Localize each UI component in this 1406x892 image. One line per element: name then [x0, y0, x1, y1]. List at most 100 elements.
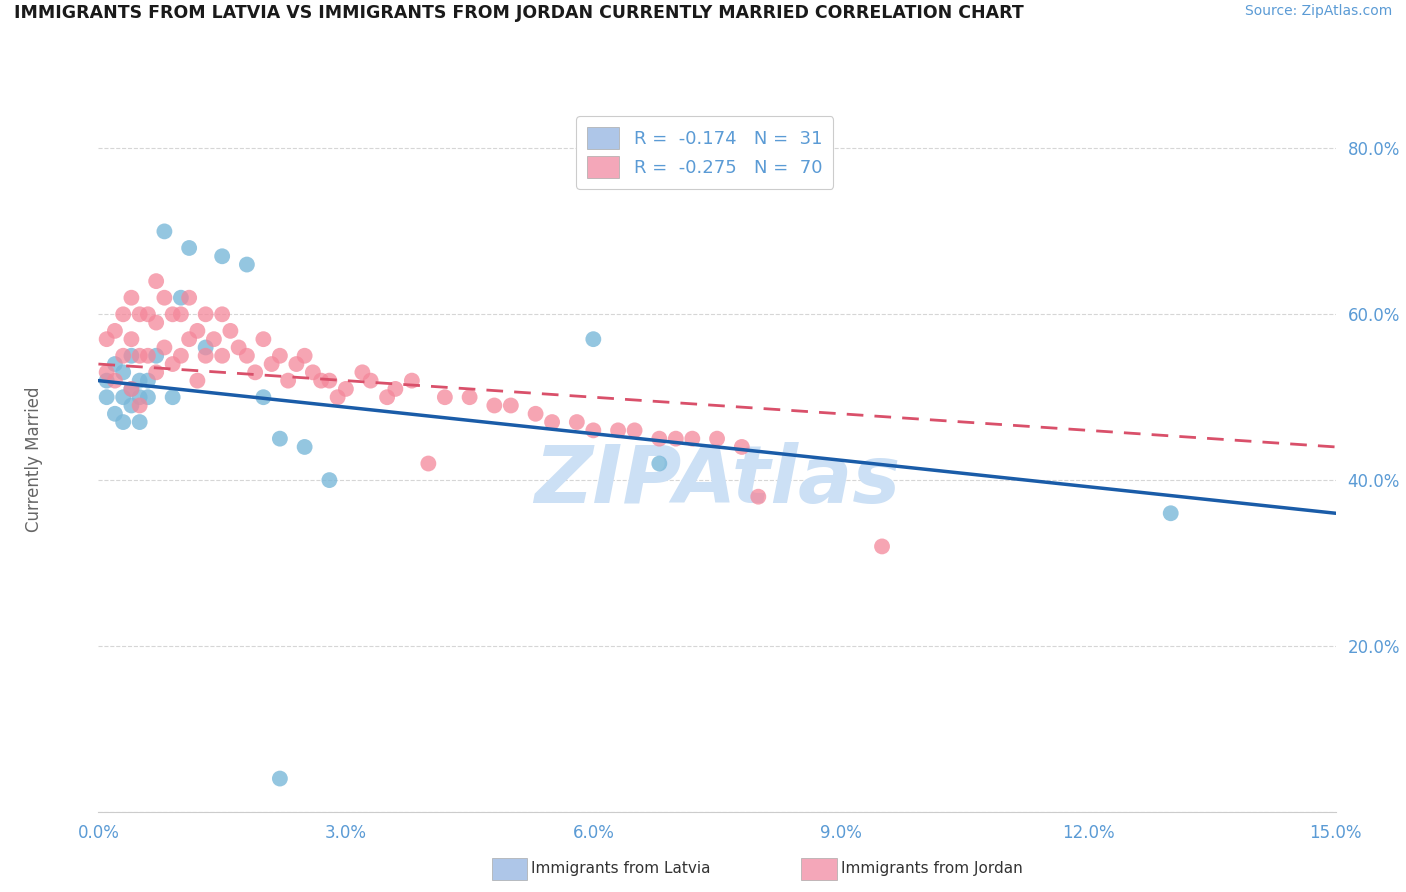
Point [186, 324, 208, 338]
Point [318, 473, 340, 487]
Point [145, 274, 167, 288]
Point [236, 258, 259, 272]
Point [541, 415, 564, 429]
Point [418, 457, 440, 471]
Point [145, 316, 167, 330]
Point [194, 307, 217, 321]
Point [384, 382, 406, 396]
Point [145, 349, 167, 363]
Point [499, 399, 522, 413]
Point [211, 349, 233, 363]
Point [607, 423, 630, 437]
Point [112, 307, 135, 321]
Point [136, 307, 159, 321]
Point [747, 490, 769, 504]
Point [302, 365, 325, 379]
Point [153, 341, 176, 355]
Point [170, 307, 193, 321]
Point [326, 390, 349, 404]
Point [145, 365, 167, 379]
Point [433, 390, 456, 404]
Point [285, 357, 308, 371]
Point [524, 407, 547, 421]
Point [277, 374, 299, 388]
Point [194, 349, 217, 363]
Point [162, 357, 184, 371]
Text: Immigrants from Latvia: Immigrants from Latvia [531, 862, 711, 876]
Point [731, 440, 754, 454]
Point [352, 365, 374, 379]
Point [202, 332, 225, 346]
Point [665, 432, 688, 446]
Point [136, 374, 159, 388]
Point [104, 357, 127, 371]
Point [211, 307, 233, 321]
Point [120, 382, 142, 396]
Point [179, 332, 201, 346]
Point [104, 407, 127, 421]
Point [128, 399, 150, 413]
Point [211, 249, 233, 263]
Point [648, 457, 671, 471]
Point [104, 324, 127, 338]
Point [294, 440, 316, 454]
Point [294, 349, 316, 363]
Point [1160, 506, 1182, 520]
Point [252, 390, 274, 404]
Point [219, 324, 242, 338]
Point [228, 341, 250, 355]
Point [128, 415, 150, 429]
Point [269, 349, 291, 363]
Point [236, 349, 259, 363]
Point [96, 365, 118, 379]
Point [243, 365, 266, 379]
Point [186, 374, 208, 388]
Point [318, 374, 340, 388]
Point [120, 291, 142, 305]
Point [170, 349, 193, 363]
Point [565, 415, 588, 429]
Point [194, 341, 217, 355]
Point [112, 365, 135, 379]
Point [104, 374, 127, 388]
Point [269, 772, 291, 786]
Point [252, 332, 274, 346]
Point [706, 432, 728, 446]
Point [260, 357, 283, 371]
Point [120, 382, 142, 396]
Point [179, 241, 201, 255]
Point [179, 291, 201, 305]
Point [870, 540, 893, 554]
Point [96, 390, 118, 404]
Point [648, 432, 671, 446]
Point [136, 390, 159, 404]
Text: Source: ZipAtlas.com: Source: ZipAtlas.com [1244, 4, 1392, 19]
Point [96, 332, 118, 346]
Point [458, 390, 481, 404]
Point [136, 349, 159, 363]
Point [128, 349, 150, 363]
Point [120, 332, 142, 346]
Point [153, 291, 176, 305]
Point [360, 374, 382, 388]
Point [401, 374, 423, 388]
Point [120, 349, 142, 363]
Point [96, 374, 118, 388]
Point [582, 332, 605, 346]
Point [112, 415, 135, 429]
Text: Immigrants from Jordan: Immigrants from Jordan [841, 862, 1022, 876]
Point [623, 423, 645, 437]
Point [375, 390, 398, 404]
Point [112, 390, 135, 404]
Point [170, 291, 193, 305]
Point [128, 374, 150, 388]
Point [112, 349, 135, 363]
Point [335, 382, 357, 396]
Point [582, 423, 605, 437]
Point [162, 307, 184, 321]
Point [128, 390, 150, 404]
Point [128, 307, 150, 321]
Point [269, 432, 291, 446]
Point [681, 432, 703, 446]
Point [309, 374, 332, 388]
